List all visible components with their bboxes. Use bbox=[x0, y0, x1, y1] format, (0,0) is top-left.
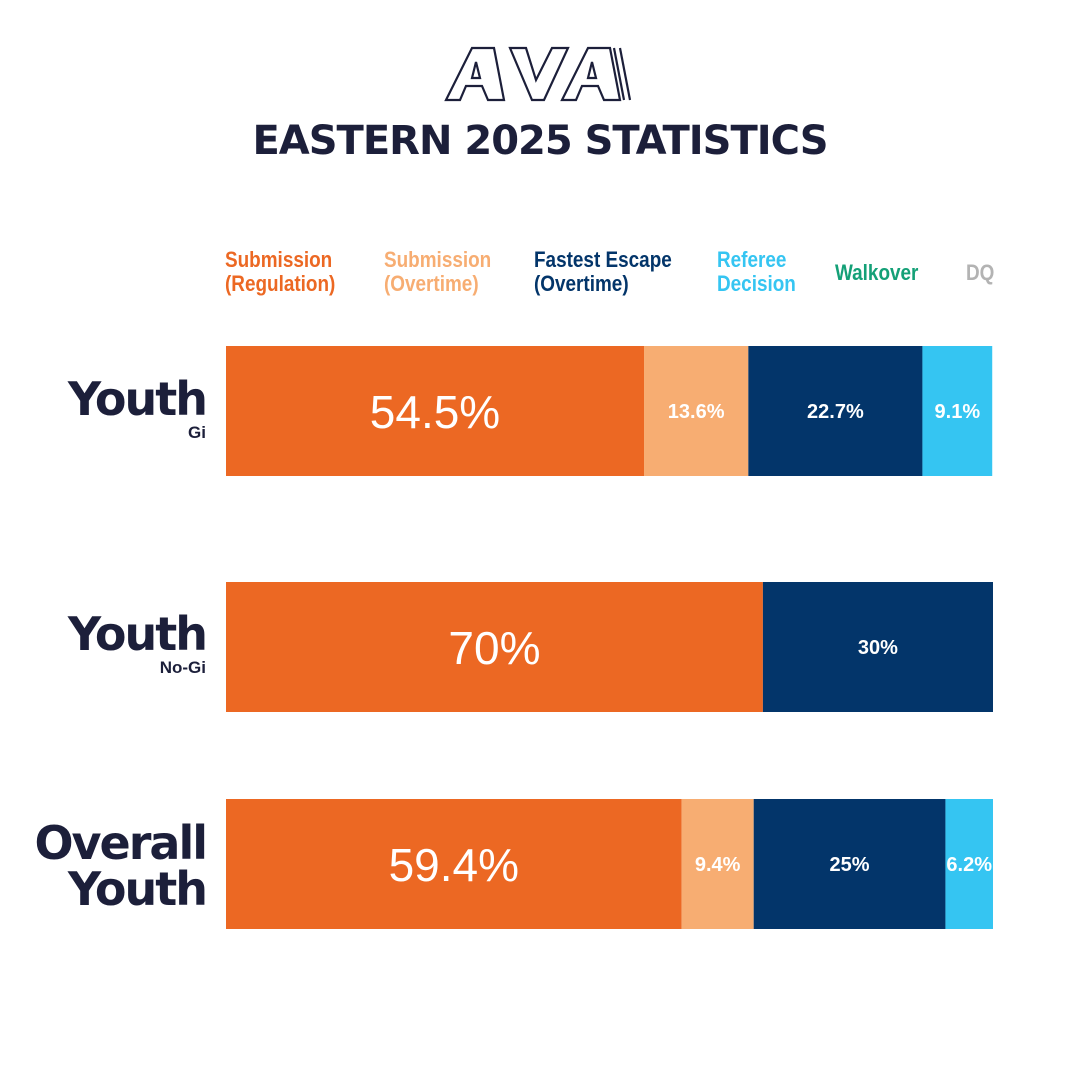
legend-label-line1: Walkover bbox=[835, 260, 919, 285]
bar-segment bbox=[644, 346, 749, 476]
legend-label-line1: Submission bbox=[384, 247, 492, 272]
ava-logo bbox=[444, 46, 632, 102]
row-label-main: Youth bbox=[67, 607, 208, 661]
bar-segment bbox=[922, 346, 993, 476]
legend-item-walkover: Walkover bbox=[835, 261, 918, 285]
bar-value-label: 25% bbox=[830, 854, 870, 876]
legend-item-submission-overtime: Submission (Overtime) bbox=[384, 248, 491, 296]
row-label-overall-youth: Overall Youth bbox=[6, 816, 208, 916]
legend-label-line1: Fastest Escape bbox=[534, 247, 672, 272]
row-label-sub: No-Gi bbox=[159, 658, 206, 677]
bar-segment bbox=[945, 799, 993, 929]
bar-value-label: 22.7% bbox=[807, 401, 864, 423]
legend-label-line2: Decision bbox=[717, 271, 796, 296]
bar-value-label: 9.4% bbox=[695, 854, 741, 876]
chart-legend: Submission (Regulation) Submission (Over… bbox=[0, 0, 1080, 320]
bar-value-label: 9.1% bbox=[935, 401, 981, 423]
bar-value-label: 6.2% bbox=[946, 854, 992, 876]
legend-item-referee-decision: Referee Decision bbox=[717, 248, 796, 296]
page-title: EASTERN 2025 STATISTICS bbox=[252, 118, 828, 164]
bar-value-label: 13.6% bbox=[668, 401, 725, 423]
bar-segment bbox=[226, 582, 763, 712]
legend-item-dq: DQ bbox=[966, 261, 994, 285]
bar-segment bbox=[762, 582, 993, 712]
row-label-youth-gi: Youth Gi bbox=[67, 372, 208, 444]
bar-segment bbox=[748, 346, 923, 476]
bar-value-label: 54.5% bbox=[370, 386, 500, 438]
legend-label-line1: Referee bbox=[717, 247, 787, 272]
bar-segment bbox=[226, 799, 682, 929]
legend-label-line2: (Regulation) bbox=[225, 271, 336, 296]
legend-label-line1: DQ bbox=[966, 260, 995, 285]
row-label-main: Overall Youth bbox=[34, 816, 208, 916]
legend-label-line2: (Overtime) bbox=[534, 271, 629, 296]
legend-item-fastest-escape: Fastest Escape (Overtime) bbox=[534, 248, 672, 296]
bar-value-label: 70% bbox=[448, 622, 540, 674]
bar-segment bbox=[681, 799, 754, 929]
row-label-youth-nogi: Youth No-Gi bbox=[67, 607, 208, 679]
legend-item-submission-regulation: Submission (Regulation) bbox=[225, 248, 335, 296]
legend-label-line1: Submission bbox=[225, 247, 333, 272]
bar-value-label: 30% bbox=[858, 637, 898, 659]
row-label-sub: Gi bbox=[188, 423, 206, 442]
bar-segment bbox=[753, 799, 946, 929]
bar-segment bbox=[226, 346, 645, 476]
bar-value-label: 59.4% bbox=[389, 839, 519, 891]
row-label-main: Youth bbox=[67, 372, 208, 426]
legend-label-line2: (Overtime) bbox=[384, 271, 479, 296]
